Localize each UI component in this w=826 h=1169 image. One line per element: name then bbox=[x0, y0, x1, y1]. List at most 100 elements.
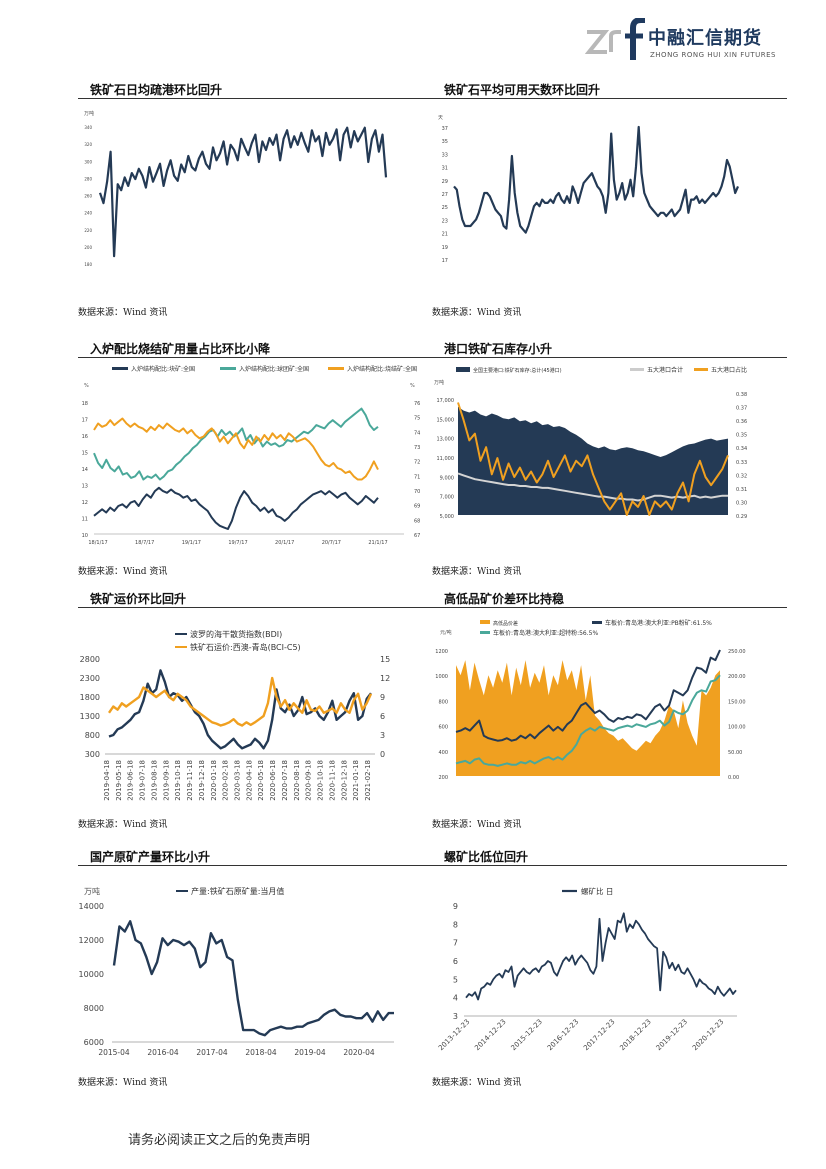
x-tick-label: 2017-04 bbox=[196, 1048, 228, 1057]
y-tick-label-right: 0 bbox=[380, 750, 385, 759]
legend-item: 五大港口占比 bbox=[711, 366, 747, 374]
title-rule bbox=[432, 98, 787, 99]
legend-item-swatch bbox=[328, 367, 344, 370]
y-axis-label: 元/吨 bbox=[440, 629, 452, 636]
legend-item-swatch bbox=[480, 631, 490, 634]
y-axis-label-right: % bbox=[410, 383, 415, 389]
data-source: 数据来源：Wind 资讯 bbox=[78, 1078, 168, 1088]
y-tick-label: 9,000 bbox=[440, 475, 454, 481]
x-tick-label: 2019-11-18 bbox=[186, 760, 194, 801]
y-tick-label-right: 76 bbox=[414, 401, 420, 407]
y-tick-label-right: 200.00 bbox=[728, 674, 746, 680]
y-tick-label-right: 50.00 bbox=[728, 750, 742, 756]
x-tick-label: 20/1/17 bbox=[275, 540, 294, 546]
y-tick-label-right: 68 bbox=[414, 518, 420, 524]
y-tick-label: 17,000 bbox=[437, 398, 455, 404]
legend-item-swatch bbox=[694, 368, 708, 371]
chart-grade-spread: 元/吨 高低品价差 车板价:青岛港:澳大利亚:PB粉矿:61.5% 车板价:青岛港:澳… bbox=[435, 619, 746, 781]
x-tick-label: 2019-08-18 bbox=[150, 760, 158, 801]
y-tick-label: 3 bbox=[453, 1012, 458, 1021]
logo-company-name-en: ZHONG RONG HUI XIN FUTURES bbox=[650, 51, 776, 59]
y-tick-label: 12 bbox=[82, 500, 88, 506]
legend-item: 车板价:青岛港:澳大利亚:PB粉矿:61.5% bbox=[605, 619, 712, 627]
y-tick-label: 240 bbox=[84, 211, 92, 216]
title-rule bbox=[78, 98, 433, 99]
legend-item: 车板价:青岛港:澳大利亚:超特粉:56.5% bbox=[493, 629, 598, 637]
chart-furnace-burden: % % 入炉结构配比:块矿:全国 入炉结构配比:球团矿:全国 入炉结构配比:烧结矿:全国… bbox=[82, 365, 421, 546]
y-tick-label: 14000 bbox=[79, 902, 104, 911]
legend-item: 全国主要港口:铁矿石库存:总计(45港口) bbox=[473, 367, 562, 374]
x-tick-label: 2021-01-18 bbox=[352, 760, 360, 801]
y-tick-label: 15 bbox=[82, 451, 88, 457]
y-tick-label-right: 0.31 bbox=[736, 487, 747, 493]
series-line bbox=[93, 486, 379, 530]
y-axis-label: 天 bbox=[438, 115, 443, 121]
y-tick-label-right: 75 bbox=[414, 416, 420, 422]
y-tick-label: 180 bbox=[84, 262, 92, 267]
x-tick-label: 2020-06-18 bbox=[269, 760, 277, 801]
panel-title: 铁矿石平均可用天数环比回升 bbox=[444, 83, 601, 97]
panel-title: 入炉配比烧结矿用量占比环比小降 bbox=[90, 342, 271, 356]
x-tick-label: 2020-08-18 bbox=[293, 760, 301, 801]
title-rule bbox=[78, 865, 433, 866]
y-tick-label: 10000 bbox=[79, 970, 104, 979]
panel-title: 铁矿运价环比回升 bbox=[90, 592, 187, 606]
x-tick-label: 2020-12-23 bbox=[691, 1018, 725, 1052]
y-tick-label-right: 150.00 bbox=[728, 699, 746, 705]
y-tick-label-right: 72 bbox=[414, 460, 420, 466]
y-tick-label-right: 250.00 bbox=[728, 649, 746, 655]
y-tick-label: 7,000 bbox=[440, 495, 454, 501]
y-tick-label: 15,000 bbox=[437, 417, 455, 423]
y-tick-label: 220 bbox=[84, 228, 92, 233]
y-tick-label-right: 0.38 bbox=[736, 392, 747, 398]
y-tick-label-right: 0.29 bbox=[736, 514, 747, 520]
data-source: 数据来源：Wind 资讯 bbox=[432, 308, 522, 318]
chart-daily-port-clearance: 万吨 340 320 300 280 260 240 220 200 180 bbox=[84, 110, 388, 267]
y-tick-label-right: 0.36 bbox=[736, 419, 747, 425]
x-tick-label: 2020-09-18 bbox=[305, 760, 313, 801]
x-tick-label: 2019-05-18 bbox=[115, 760, 123, 801]
y-tick-label: 12000 bbox=[79, 936, 104, 945]
x-tick-label: 19/1/17 bbox=[182, 540, 201, 546]
y-tick-label-right: 71 bbox=[414, 474, 420, 480]
y-tick-label-right: 0.30 bbox=[736, 500, 747, 506]
x-tick-label: 2020-10-18 bbox=[317, 760, 325, 801]
x-tick-label: 2013-12-23 bbox=[437, 1018, 471, 1052]
y-tick-label: 33 bbox=[442, 152, 448, 158]
y-tick-label: 5,000 bbox=[440, 514, 454, 520]
y-tick-label: 600 bbox=[438, 725, 448, 731]
series-line bbox=[108, 669, 372, 750]
series-line bbox=[457, 472, 728, 502]
y-tick-label: 200 bbox=[438, 775, 448, 781]
x-tick-label: 2021-02-18 bbox=[364, 760, 372, 801]
y-tick-label: 8 bbox=[453, 920, 458, 929]
x-tick-label: 2015-12-23 bbox=[510, 1018, 544, 1052]
y-axis-label: 万吨 bbox=[84, 886, 100, 896]
title-rule bbox=[432, 357, 787, 358]
x-tick-label: 18/1/17 bbox=[88, 540, 107, 546]
y-tick-label-right: 6 bbox=[380, 712, 385, 721]
y-tick-label: 14 bbox=[82, 467, 88, 473]
x-tick-label: 2018-12-23 bbox=[618, 1018, 652, 1052]
legend-item-swatch bbox=[220, 367, 236, 370]
y-tick-label: 10 bbox=[82, 533, 88, 539]
series-line bbox=[98, 126, 388, 258]
x-tick-label: 2019-12-23 bbox=[655, 1018, 689, 1052]
disclaimer-footer: 请务必阅读正文之后的免责声明 bbox=[128, 1133, 311, 1148]
x-tick-label: 2019-07-18 bbox=[139, 760, 147, 801]
legend-item-swatch bbox=[480, 620, 490, 624]
x-tick-label: 2014-12-23 bbox=[473, 1018, 507, 1052]
x-tick-label: 2019-04 bbox=[294, 1048, 326, 1057]
x-tick-label: 2015-04 bbox=[98, 1048, 130, 1057]
x-tick-label: 2020-05-18 bbox=[257, 760, 265, 801]
y-tick-label-right: 0.33 bbox=[736, 460, 747, 466]
legend-item: 波罗的海干散货指数(BDI) bbox=[190, 629, 282, 639]
y-tick-label: 1200 bbox=[435, 649, 448, 655]
y-tick-label: 21 bbox=[442, 232, 448, 238]
y-tick-label-right: 12 bbox=[380, 674, 390, 683]
x-tick-label: 2020-04 bbox=[343, 1048, 375, 1057]
x-tick-label: 2016-04 bbox=[147, 1048, 179, 1057]
x-tick-label: 21/1/17 bbox=[368, 540, 387, 546]
y-axis-label: 万吨 bbox=[84, 110, 94, 117]
panel-title: 高低品矿价差环比持稳 bbox=[444, 592, 565, 606]
